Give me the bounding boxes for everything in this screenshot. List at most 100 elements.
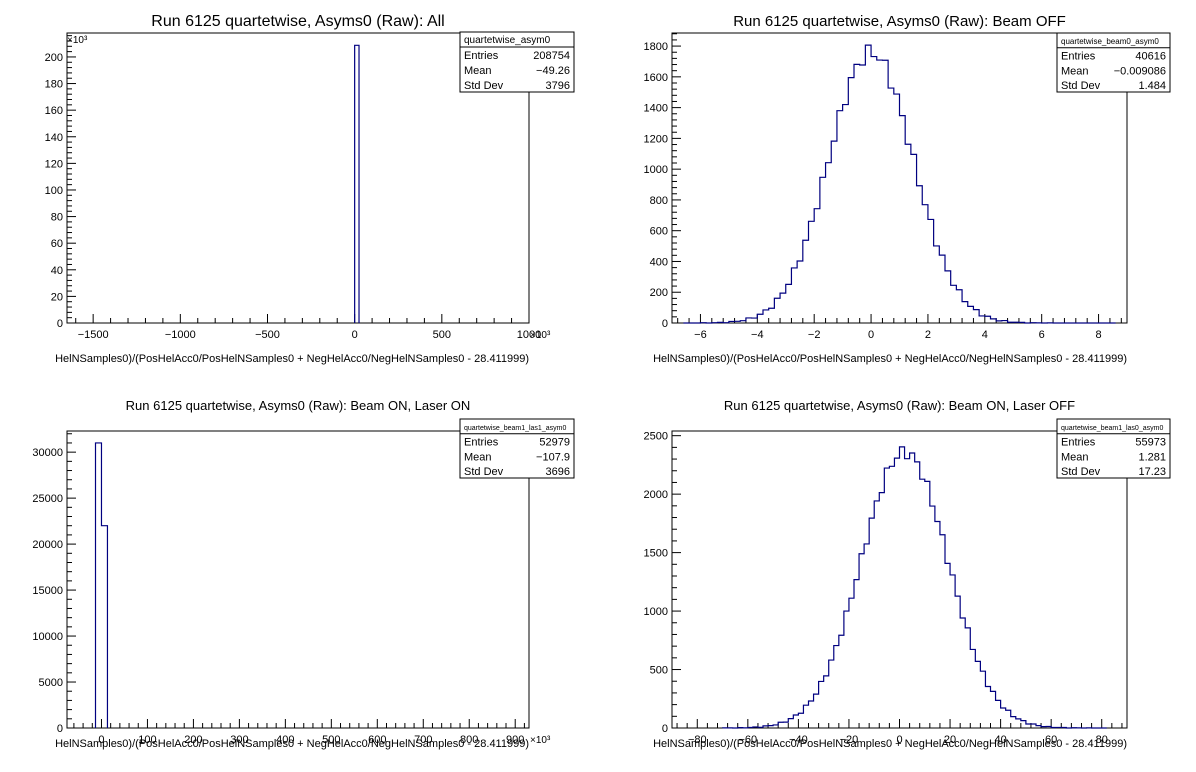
histogram-bin xyxy=(837,111,843,323)
y-tick-label: 2000 xyxy=(644,489,668,501)
histogram-bin xyxy=(925,481,930,728)
x-tick-label: −6 xyxy=(694,329,707,341)
stats-label: Entries xyxy=(464,437,499,449)
x-axis-label: HelNSamples0)/(PosHelAcc0/PosHelNSamples… xyxy=(55,738,529,750)
histogram-bin xyxy=(985,316,991,323)
stats-label: Entries xyxy=(464,50,499,62)
x-tick-label: 8 xyxy=(1096,329,1102,341)
histogram-bin xyxy=(915,462,920,728)
histogram-bin xyxy=(991,691,996,728)
stats-value: −107.9 xyxy=(536,451,570,463)
stats-box xyxy=(1056,418,1171,479)
histogram-bin xyxy=(1001,708,1006,728)
x-tick-label: −80 xyxy=(688,734,707,746)
histogram-bin xyxy=(809,221,815,323)
histogram-bin xyxy=(819,681,824,728)
histogram-bin xyxy=(849,598,854,728)
histogram-series xyxy=(721,446,1107,729)
histogram-bin xyxy=(793,715,798,728)
y-tick-label: 180 xyxy=(45,79,63,91)
histogram-bin xyxy=(980,671,985,728)
histogram-bin xyxy=(910,453,915,728)
y-tick-label: 80 xyxy=(51,212,63,224)
stats-value: −49.26 xyxy=(536,65,570,77)
histogram-bin xyxy=(786,284,792,323)
histogram-bin xyxy=(956,290,962,323)
histogram-bin xyxy=(877,60,883,323)
histogram-bin xyxy=(930,506,935,728)
histogram-bin xyxy=(774,298,780,323)
histogram-bin xyxy=(889,466,894,728)
histogram-bin xyxy=(965,628,970,728)
histogram-bin xyxy=(848,78,854,323)
histogram-bin xyxy=(917,186,923,323)
histogram-bin xyxy=(905,144,911,323)
histogram-bin xyxy=(879,493,884,728)
histogram-bin xyxy=(970,649,975,728)
histogram-bin xyxy=(962,302,968,323)
histogram-bin xyxy=(854,64,860,323)
x-tick-label: −40 xyxy=(789,734,808,746)
x-tick-label: −20 xyxy=(840,734,859,746)
y-tick-label: 1200 xyxy=(644,133,668,145)
chart-title: Run 6125 quartetwise, Asyms0 (Raw): Beam… xyxy=(724,398,1075,413)
histogram-bin xyxy=(803,240,809,323)
y-tick-label: 200 xyxy=(650,287,668,299)
x-tick-label: 4 xyxy=(982,329,988,341)
histogram-bin xyxy=(894,458,899,728)
x-tick-label: −500 xyxy=(255,329,280,341)
histogram-bin xyxy=(945,271,951,323)
x-exponent-label: ×10³ xyxy=(530,735,551,746)
x-tick-label: −4 xyxy=(751,329,764,341)
histogram-bin xyxy=(934,246,940,323)
x-tick-label: 100 xyxy=(138,734,156,746)
stats-histogram-name: quartetwise_beam1_las0_asym0 xyxy=(1061,425,1163,432)
histogram-bin xyxy=(968,306,974,323)
histogram-bin xyxy=(844,611,849,728)
histogram-series xyxy=(683,44,1116,324)
histogram-bin xyxy=(975,661,980,728)
stats-value: 1.484 xyxy=(1138,80,1166,92)
histogram-bin xyxy=(1016,719,1021,728)
histogram-bin xyxy=(829,660,834,728)
stats-box xyxy=(1056,32,1171,93)
x-tick-label: 500 xyxy=(433,329,451,341)
x-tick-label: 60 xyxy=(1045,734,1057,746)
histogram-bin xyxy=(979,316,985,323)
stats-label: Mean xyxy=(464,451,492,463)
stats-value: −0.009086 xyxy=(1114,65,1166,77)
histogram-bin xyxy=(814,209,820,323)
stats-label: Std Dev xyxy=(464,80,504,92)
y-tick-label: 200 xyxy=(45,52,63,64)
stats-label: Mean xyxy=(1061,65,1089,77)
histogram-bin xyxy=(355,45,359,323)
x-tick-label: 600 xyxy=(368,734,386,746)
histogram-bin xyxy=(96,443,102,728)
histogram-bin xyxy=(1006,710,1011,728)
histogram-bin xyxy=(814,694,819,728)
x-axis-label: HelNSamples0)/(PosHelAcc0/PosHelNSamples… xyxy=(653,353,1127,365)
plot-frame xyxy=(66,32,530,324)
y-tick-label: 30000 xyxy=(32,447,63,459)
stats-label: Std Dev xyxy=(464,466,504,478)
histogram-bin xyxy=(945,563,950,728)
histogram-bin xyxy=(894,94,900,323)
stats-value: 3796 xyxy=(546,80,570,92)
x-axis-label: HelNSamples0)/(PosHelAcc0/PosHelNSamples… xyxy=(653,738,1127,750)
histogram-bin xyxy=(809,701,814,728)
histogram-bin xyxy=(843,105,849,323)
histogram-bin xyxy=(831,141,837,323)
histogram-bin xyxy=(939,255,945,323)
histogram-bin xyxy=(922,205,928,323)
x-tick-label: 1000 xyxy=(517,329,541,341)
histogram-bin xyxy=(888,88,894,323)
y-tick-label: 600 xyxy=(650,226,668,238)
x-tick-label: 200 xyxy=(184,734,202,746)
histogram-bin xyxy=(763,310,769,323)
x-tick-label: 800 xyxy=(460,734,478,746)
histogram-bin xyxy=(834,646,839,728)
stats-label: Entries xyxy=(1061,437,1096,449)
histogram-bin xyxy=(874,501,879,728)
x-tick-label: 900 xyxy=(506,734,524,746)
